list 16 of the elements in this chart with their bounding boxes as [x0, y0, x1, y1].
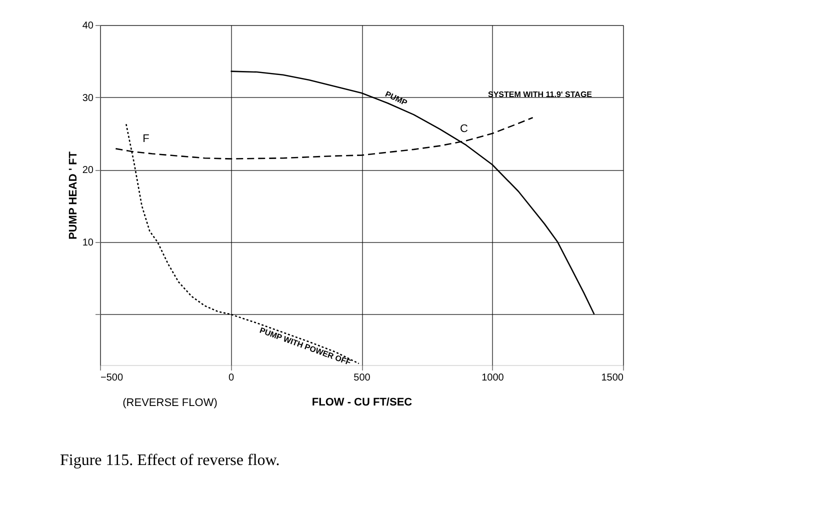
y-tick-label: 10 [82, 238, 94, 249]
y-axis-title: PUMP HEAD ' FT [67, 151, 80, 240]
text: (REVERSE FLOW) [122, 397, 218, 409]
annotation: C [460, 123, 468, 135]
x-tick-label: 1500 [601, 372, 624, 384]
y-tick-label: 40 [82, 20, 94, 32]
x-tick-label: 0 [228, 372, 234, 384]
x-tick-label: 1000 [482, 372, 504, 384]
x-tick-label: −500 [100, 372, 124, 384]
annotation: PUMP [384, 90, 410, 108]
y-tick-label: 20 [82, 165, 94, 176]
x-tick-label: 500 [354, 372, 371, 384]
x-axis-title: FLOW - CU FT/SEC [312, 396, 412, 408]
y-tick-label: 30 [82, 92, 94, 104]
caption: Figure 115. Effect of reverse flow. [60, 452, 280, 469]
annotation: F [142, 133, 150, 145]
